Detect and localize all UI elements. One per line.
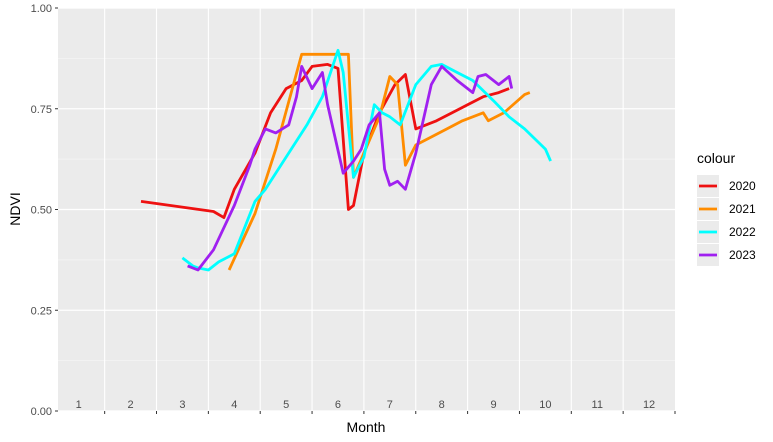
minor-gridlines [58, 57, 675, 362]
y-tick-label: 0.75 [31, 104, 52, 116]
y-tick-label: 1.00 [31, 3, 52, 15]
x-tick-labels: 1 2 3 4 5 6 7 8 9 10 11 12 [76, 399, 656, 411]
y-axis-title: NDVI [7, 192, 23, 225]
legend-label-2020: 2020 [729, 179, 756, 193]
legend-label-2022: 2022 [729, 225, 756, 239]
major-gridlines [58, 7, 675, 412]
x-tick-label: 1 [76, 399, 82, 411]
legend-label-2021: 2021 [729, 202, 756, 216]
series-line-2022 [181, 48, 552, 272]
x-tick-label: 7 [387, 399, 393, 411]
x-tick-label: 5 [283, 399, 289, 411]
x-tick-label: 6 [335, 399, 341, 411]
x-tick-label: 9 [490, 399, 496, 411]
y-tick-labels: 0.00 0.25 0.50 0.75 1.00 [31, 3, 52, 418]
x-tick-label: 4 [231, 399, 237, 411]
x-axis-title: Month [347, 419, 386, 435]
x-tick-label: 11 [592, 399, 603, 411]
legend-label-2023: 2023 [729, 248, 756, 262]
x-tick-label: 3 [179, 399, 185, 411]
x-tick-label: 8 [439, 399, 445, 411]
legend-title: colour [697, 150, 735, 166]
series-line-2021 [227, 52, 531, 271]
legend-items: 2020 2021 2022 2023 [697, 175, 756, 266]
axis-tick-marks [55, 7, 676, 414]
x-tick-label: 10 [539, 399, 551, 411]
y-tick-label: 0.50 [31, 205, 52, 217]
x-tick-label: 2 [128, 399, 134, 411]
x-tick-label: 12 [643, 399, 655, 411]
legend: colour 2020 2021 2022 2023 [697, 150, 756, 266]
y-tick-label: 0.25 [31, 305, 52, 317]
y-tick-label: 0.00 [31, 406, 52, 418]
series-line-2023 [187, 65, 514, 272]
series-layer [140, 48, 552, 272]
